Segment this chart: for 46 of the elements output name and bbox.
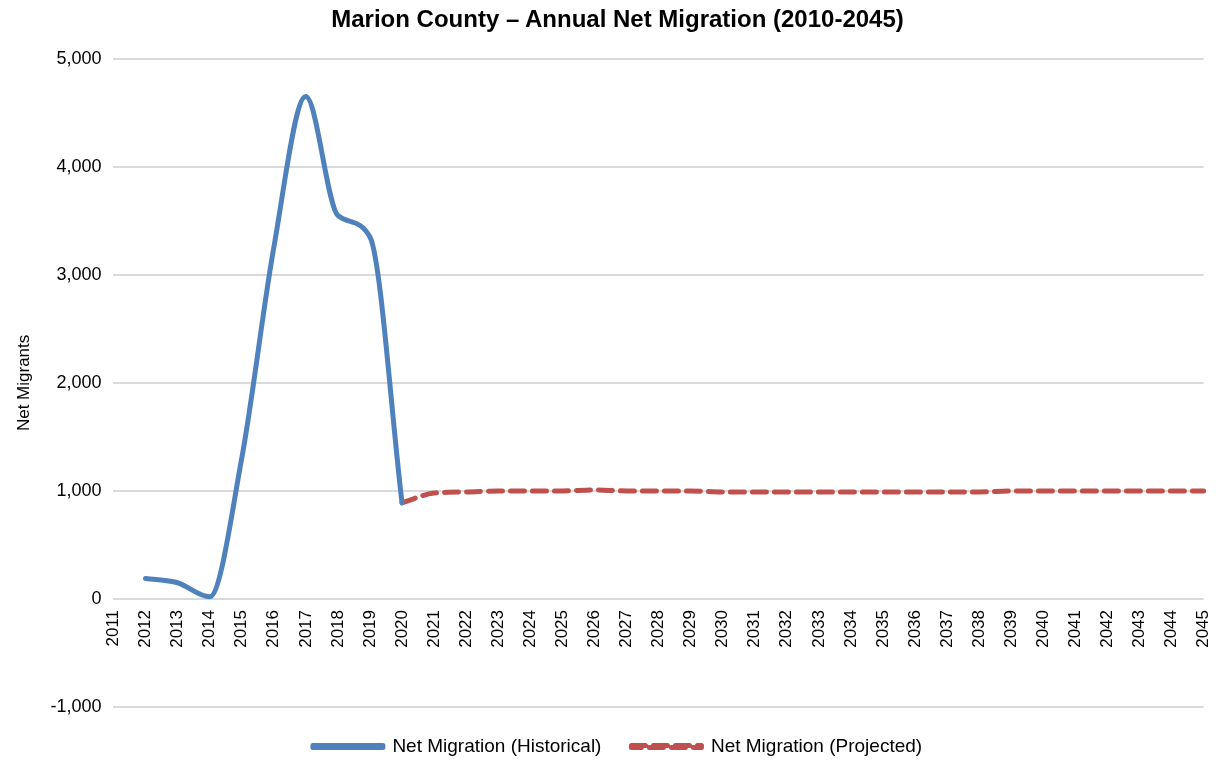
x-tick-label: 2032 [776,609,796,648]
x-tick-label: 2040 [1032,609,1052,648]
x-tick-label: 2022 [455,609,475,648]
x-tick-label: 2025 [552,609,572,648]
x-tick-label: 2014 [199,609,219,648]
chart-title: Marion County – Annual Net Migration (2010-2045) [331,5,904,33]
x-tick-label: 2015 [231,609,251,648]
x-tick-label: 2026 [584,609,604,648]
x-tick-label: 2012 [135,609,155,648]
x-tick-label: 2019 [359,609,379,648]
y-tick-label: 2,000 [56,371,102,392]
x-tick-label: 2042 [1097,609,1117,648]
x-tick-label: 2027 [616,609,636,648]
y-tick-label: 5,000 [56,47,102,68]
y-tick-label: -1,000 [50,695,102,716]
x-tick-label: 2034 [840,609,860,648]
x-tick-label: 2045 [1193,609,1213,648]
y-tick-label: 1,000 [56,479,102,500]
x-tick-label: 2016 [263,609,283,648]
legend-label: Net Migration (Projected) [710,734,923,756]
x-tick-label: 2023 [487,609,507,648]
x-tick-label: 2024 [519,609,539,648]
x-tick-label: 2018 [327,609,347,648]
legend-label: Net Migration (Historical) [392,734,602,756]
x-tick-label: 2039 [1000,609,1020,648]
x-tick-label: 2043 [1129,609,1149,648]
y-tick-label: 3,000 [56,263,102,284]
x-tick-label: 2031 [744,609,764,648]
x-tick-label: 2044 [1161,609,1181,648]
x-tick-label: 2020 [391,609,411,648]
x-tick-label: 2035 [872,609,892,648]
x-tick-label: 2021 [423,609,443,648]
x-tick-label: 2033 [808,609,828,648]
y-tick-label: 4,000 [56,155,102,176]
x-tick-label: 2036 [904,609,924,648]
y-tick-label: 0 [91,587,102,608]
x-tick-label: 2038 [968,609,988,648]
y-axis-title: Net Migrants [13,334,33,432]
x-tick-label: 2017 [295,609,315,648]
x-tick-label: 2029 [680,609,700,648]
x-tick-label: 2013 [167,609,187,648]
x-tick-label: 2037 [936,609,956,648]
x-tick-label: 2030 [712,609,732,648]
x-tick-label: 2011 [103,609,123,647]
x-tick-label: 2028 [648,609,668,648]
x-tick-label: 2041 [1065,609,1085,648]
